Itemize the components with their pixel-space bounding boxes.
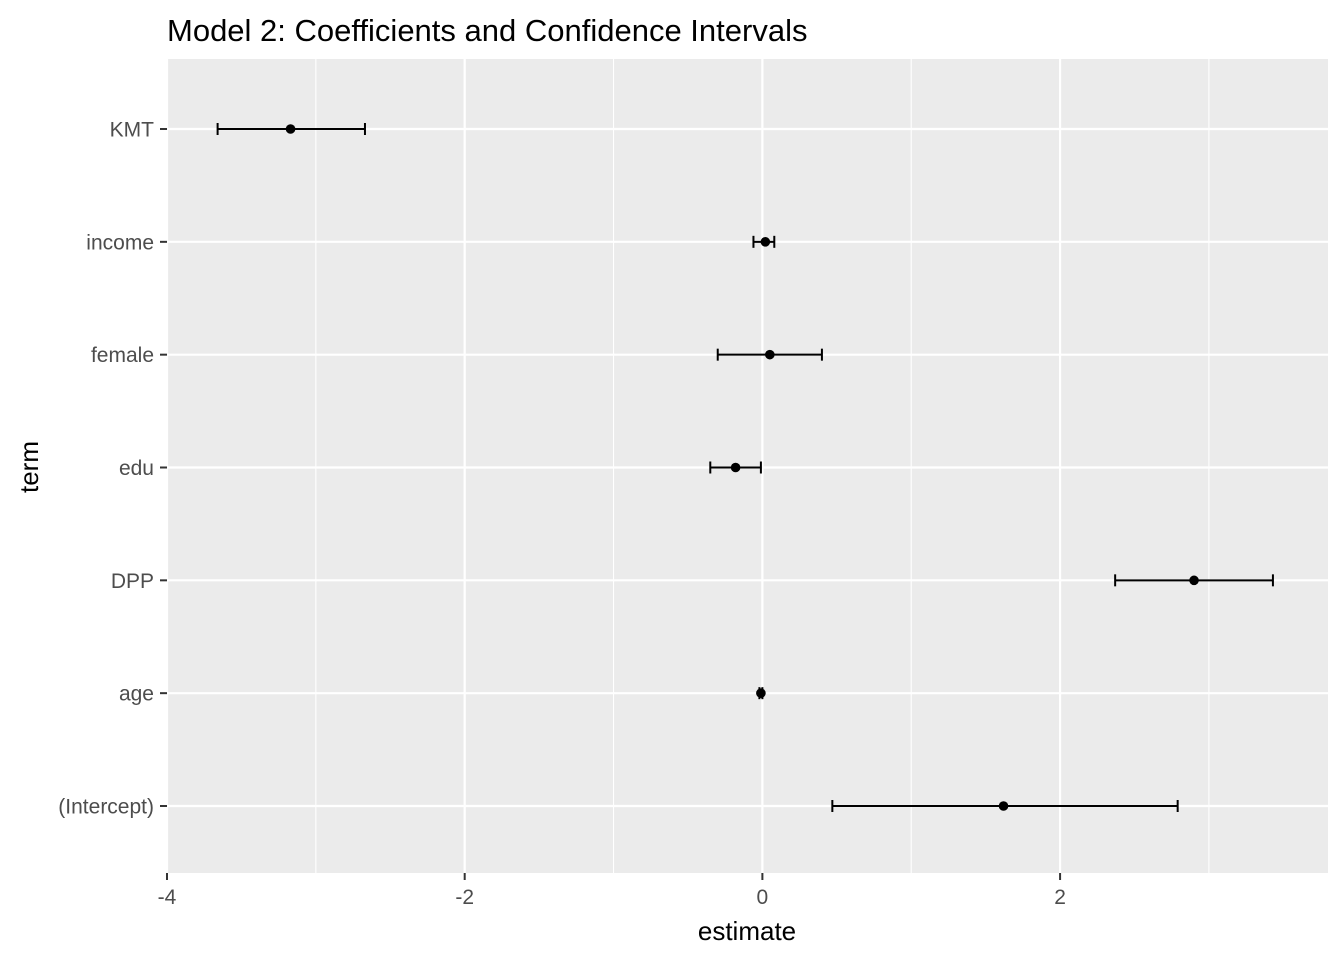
- y-tick-label: age: [119, 683, 154, 706]
- estimate-point: [765, 349, 775, 360]
- estimate-point: [760, 237, 771, 247]
- y-tick-label: DPP: [111, 570, 154, 593]
- y-tick-label: income: [86, 231, 154, 254]
- estimate-point: [1189, 575, 1199, 586]
- y-axis-title: term: [14, 441, 44, 493]
- chart-title: Model 2: Coefficients and Confidence Int…: [167, 13, 807, 48]
- y-axis-labels: (Intercept) age DPP edu female income KMT: [58, 119, 154, 819]
- estimate-points: [285, 124, 1199, 811]
- estimate-point: [285, 124, 296, 134]
- x-axis-labels: -4 -2 0 2: [158, 886, 1066, 909]
- y-tick-label: female: [91, 344, 154, 367]
- x-tick-label: -4: [158, 886, 177, 909]
- y-tick-label: edu: [119, 457, 154, 480]
- y-tick-label: KMT: [110, 119, 155, 142]
- estimate-point: [756, 688, 766, 698]
- y-tick-label: (Intercept): [58, 796, 154, 819]
- estimate-point: [998, 801, 1009, 811]
- x-tick-label: -2: [455, 886, 474, 909]
- plot-panel: [167, 59, 1328, 873]
- x-tick-label: 0: [757, 886, 769, 909]
- x-axis-title: estimate: [698, 916, 796, 946]
- axis-ticks: [160, 128, 1062, 880]
- x-tick-label: 2: [1054, 886, 1066, 909]
- estimate-point: [730, 462, 741, 473]
